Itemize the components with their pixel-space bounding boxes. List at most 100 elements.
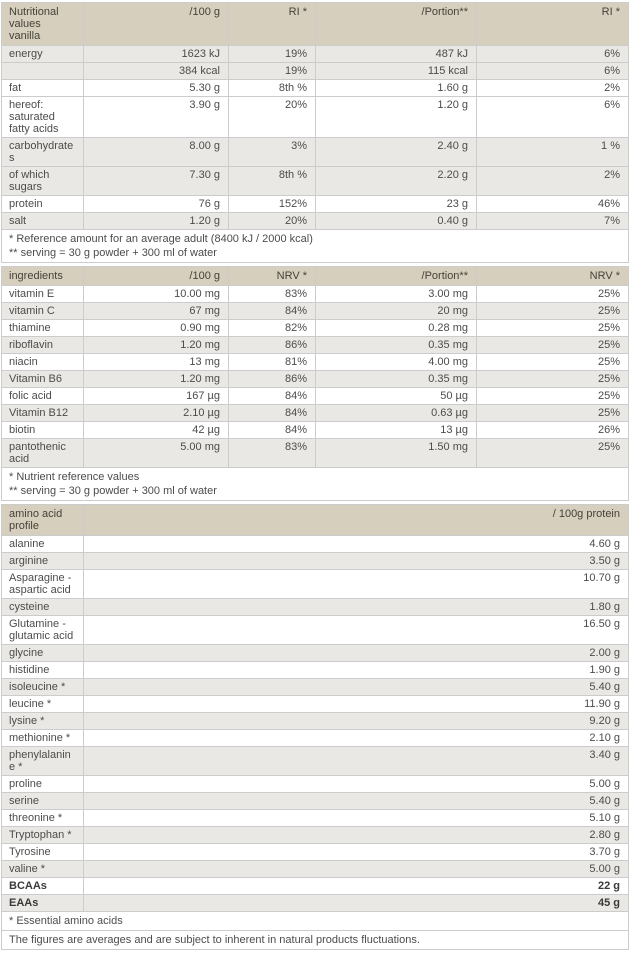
cell-label: valine * [1, 860, 84, 878]
table-row: salt 1.20 g 20% 0.40 g 7% [1, 212, 629, 230]
cell-label: methionine * [1, 729, 84, 747]
table-row: Tyrosine 3.70 g [1, 843, 629, 861]
table-row: threonine * 5.10 g [1, 809, 629, 827]
footnotes-cell: * Reference amount for an average adult … [1, 229, 629, 263]
cell-value: 45 g [83, 894, 629, 912]
column-header-title: amino acid profile [1, 504, 84, 536]
cell-label: vitamin E [1, 285, 84, 303]
cell-label: carbohydrates [1, 137, 84, 167]
cell-value: 42 µg [83, 421, 229, 439]
cell-label: Vitamin B12 [1, 404, 84, 422]
cell-label: glycine [1, 644, 84, 662]
table-row: thiamine 0.90 mg 82% 0.28 mg 25% [1, 319, 629, 337]
footnote-nrv: * Nutrient reference values [9, 471, 140, 483]
cell-value: 25% [476, 353, 629, 371]
cell-value: 19% [228, 45, 316, 63]
cell-value: 3% [228, 137, 316, 167]
table-header-row: amino acid profile / 100g protein [1, 504, 629, 536]
cell-value: 7% [476, 212, 629, 230]
amino-acid-profile-table: amino acid profile / 100g protein alanin… [1, 504, 629, 950]
cell-label: of which sugars [1, 166, 84, 196]
cell-label: alanine [1, 535, 84, 553]
cell-value: 50 µg [315, 387, 477, 405]
table-row: hereof: saturated fatty acids 3.90 g 20% 1.… [1, 96, 629, 138]
table-row: Tryptophan * 2.80 g [1, 826, 629, 844]
table-row: protein 76 g 152% 23 g 46% [1, 195, 629, 213]
cell-value: 76 g [83, 195, 229, 213]
cell-value: 9.20 g [83, 712, 629, 730]
footnote-row: * Nutrient reference values ** serving =… [1, 467, 629, 501]
cell-value: 5.40 g [83, 792, 629, 810]
cell-label: fat [1, 79, 84, 97]
cell-label: thiamine [1, 319, 84, 337]
cell-value: 3.00 mg [315, 285, 477, 303]
cell-label: riboflavin [1, 336, 84, 354]
cell-value: 6% [476, 45, 629, 63]
cell-value: 167 µg [83, 387, 229, 405]
cell-value: 86% [228, 370, 316, 388]
footnote-serving: ** serving = 30 g powder + 300 ml of wat… [9, 485, 217, 497]
table-row: isoleucine * 5.40 g [1, 678, 629, 696]
footnote-row: * Essential amino acids [1, 911, 629, 931]
cell-value: 0.90 mg [83, 319, 229, 337]
cell-value: 5.10 g [83, 809, 629, 827]
table-row: valine * 5.00 g [1, 860, 629, 878]
table-row: leucine * 11.90 g [1, 695, 629, 713]
cell-value: 84% [228, 421, 316, 439]
cell-label: protein [1, 195, 84, 213]
cell-value: 3.50 g [83, 552, 629, 570]
cell-label: Vitamin B6 [1, 370, 84, 388]
table-row: proline 5.00 g [1, 775, 629, 793]
cell-value: 2% [476, 166, 629, 196]
column-header-portion: /Portion** [315, 2, 477, 46]
cell-value: 1.50 mg [315, 438, 477, 468]
cell-value: 2.20 g [315, 166, 477, 196]
cell-value: 1.20 mg [83, 370, 229, 388]
cell-value: 1.20 mg [83, 336, 229, 354]
column-header-portion: /Portion** [315, 266, 477, 286]
cell-value: 5.00 g [83, 860, 629, 878]
cell-label: biotin [1, 421, 84, 439]
cell-value: 2.10 µg [83, 404, 229, 422]
cell-label [1, 62, 84, 80]
cell-value: 86% [228, 336, 316, 354]
cell-value: 25% [476, 387, 629, 405]
cell-value: 67 mg [83, 302, 229, 320]
cell-value: 1 % [476, 137, 629, 167]
table-row: energy 1623 kJ 19% 487 kJ 6% [1, 45, 629, 63]
cell-label: arginine [1, 552, 84, 570]
table-row: of which sugars 7.30 g 8th % 2.20 g 2% [1, 166, 629, 196]
cell-value: 5.00 g [83, 775, 629, 793]
cell-value: 4.60 g [83, 535, 629, 553]
column-header-ri-portion: RI * [476, 2, 629, 46]
cell-value: 5.00 mg [83, 438, 229, 468]
table-row: glycine 2.00 g [1, 644, 629, 662]
cell-label: phenylalanine * [1, 746, 84, 776]
cell-value: 0.28 mg [315, 319, 477, 337]
cell-label: pantothenic acid [1, 438, 84, 468]
cell-value: 384 kcal [83, 62, 229, 80]
cell-label: salt [1, 212, 84, 230]
table-row: riboflavin 1.20 mg 86% 0.35 mg 25% [1, 336, 629, 354]
cell-label: lysine * [1, 712, 84, 730]
table-row: vitamin C 67 mg 84% 20 mg 25% [1, 302, 629, 320]
table-row: Vitamin B6 1.20 mg 86% 0.35 mg 25% [1, 370, 629, 388]
cell-value: 84% [228, 387, 316, 405]
cell-value: 22 g [83, 877, 629, 895]
cell-value: 1.20 g [315, 96, 477, 138]
cell-value: 8th % [228, 166, 316, 196]
cell-value: 13 mg [83, 353, 229, 371]
cell-value: 2% [476, 79, 629, 97]
cell-value: 0.35 mg [315, 370, 477, 388]
cell-value: 83% [228, 438, 316, 468]
cell-value: 16.50 g [83, 615, 629, 645]
table-row: lysine * 9.20 g [1, 712, 629, 730]
cell-value: 1.90 g [83, 661, 629, 679]
cell-label: Tryptophan * [1, 826, 84, 844]
cell-label: Asparagine - aspartic acid [1, 569, 84, 599]
cell-value: 25% [476, 438, 629, 468]
cell-value: 115 kcal [315, 62, 477, 80]
cell-value: 20% [228, 212, 316, 230]
column-header-title: ingredients [1, 266, 84, 286]
